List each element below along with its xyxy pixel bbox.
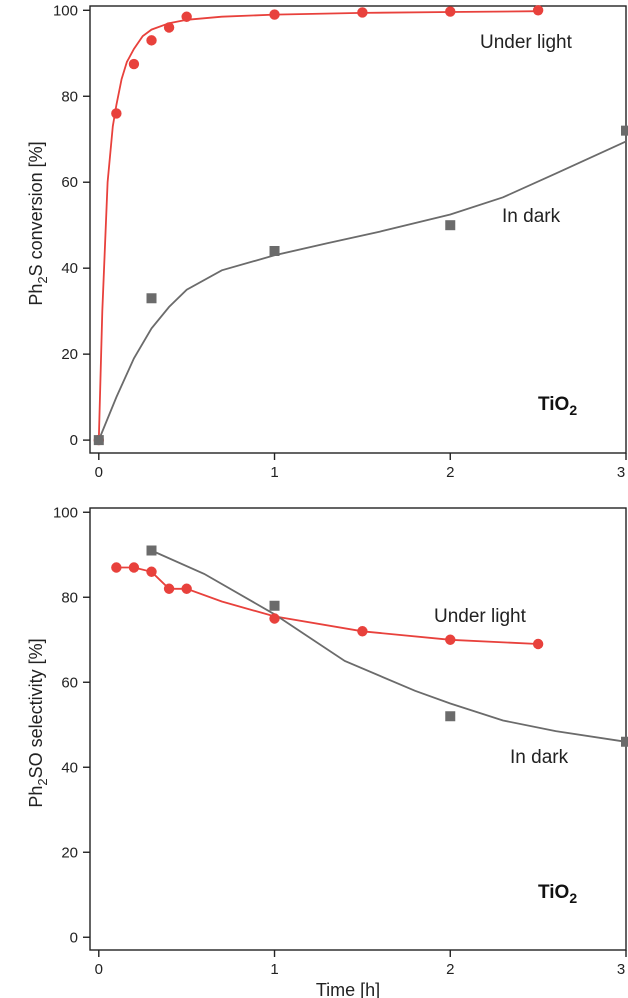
x-tick-label: 2 (446, 464, 454, 481)
fit-line-in-dark (151, 549, 627, 743)
catalyst-label-subscript: 2 (569, 402, 577, 418)
point-in-dark (621, 125, 628, 136)
series-label-under-light: Under light (480, 32, 573, 53)
y-tick-label: 40 (61, 759, 78, 776)
point-under-light (146, 35, 157, 46)
series-label-in-dark: In dark (502, 206, 561, 227)
plot-frame (89, 507, 627, 951)
point-under-light (532, 5, 544, 16)
point-under-light (181, 583, 192, 594)
y-tick-label: 60 (61, 674, 78, 691)
point-in-dark (93, 435, 104, 446)
y-axis-title-part: Ph (26, 284, 46, 306)
catalyst-label-base: TiO (538, 882, 569, 903)
y-tick-label: 0 (70, 929, 78, 946)
point-under-light (163, 22, 175, 33)
point-under-light (532, 638, 544, 650)
point-in-dark (146, 293, 157, 304)
point-under-light (357, 7, 368, 18)
point-under-light (128, 58, 140, 70)
y-tick-label: 100 (53, 2, 78, 19)
fit-line-under-light (116, 566, 539, 645)
point-under-light (445, 634, 456, 645)
y-axis-title-subscript: 2 (35, 276, 50, 283)
x-axis-title: Time [h] (316, 980, 380, 998)
x-tick-label: 1 (270, 961, 278, 978)
y-axis-title: Ph2SO selectivity [%] (26, 638, 50, 807)
point-in-dark (146, 545, 157, 556)
y-tick-label: 60 (61, 174, 78, 191)
point-under-light (445, 6, 456, 17)
point-in-dark (621, 736, 628, 747)
y-tick-label: 80 (61, 589, 78, 606)
y-tick-label: 0 (70, 432, 78, 449)
x-tick-label: 1 (270, 464, 278, 481)
y-tick-label: 20 (61, 346, 78, 363)
point-under-light (269, 613, 280, 624)
point-in-dark (269, 600, 280, 611)
point-under-light (163, 583, 175, 594)
plot-frame (89, 5, 627, 454)
point-in-dark (269, 245, 280, 256)
catalyst-label-subscript: 2 (569, 890, 577, 906)
x-tick-label: 3 (617, 464, 625, 481)
y-tick-label: 80 (61, 88, 78, 105)
fit-line-under-light (97, 10, 539, 441)
x-tick-label: 2 (446, 961, 454, 978)
y-axis-title: Ph2S conversion [%] (26, 141, 50, 305)
y-tick-label: 20 (61, 844, 78, 861)
point-under-light (269, 9, 280, 20)
point-under-light (181, 11, 192, 22)
point-under-light (146, 566, 157, 577)
series-label-in-dark: In dark (510, 747, 569, 768)
y-axis-title-part: Ph (26, 786, 46, 808)
point-under-light (357, 626, 368, 637)
point-under-light (111, 108, 122, 119)
point-in-dark (445, 711, 456, 722)
point-in-dark (445, 220, 456, 231)
y-axis-title-part: S conversion [%] (26, 141, 46, 276)
y-axis-title-subscript: 2 (35, 778, 50, 785)
catalyst-label: TiO2 (538, 394, 577, 418)
point-under-light (128, 562, 140, 573)
catalyst-label: TiO2 (538, 882, 577, 906)
x-tick-label: 0 (95, 464, 103, 481)
x-tick-label: 3 (617, 961, 625, 978)
point-under-light (111, 562, 122, 573)
x-tick-label: 0 (95, 961, 103, 978)
series-label-under-light: Under light (434, 606, 527, 627)
y-tick-label: 40 (61, 260, 78, 277)
catalyst-label-base: TiO (538, 394, 569, 415)
y-tick-label: 100 (53, 504, 78, 521)
y-axis-title-part: SO selectivity [%] (26, 638, 46, 778)
fit-line-in-dark (97, 140, 627, 441)
